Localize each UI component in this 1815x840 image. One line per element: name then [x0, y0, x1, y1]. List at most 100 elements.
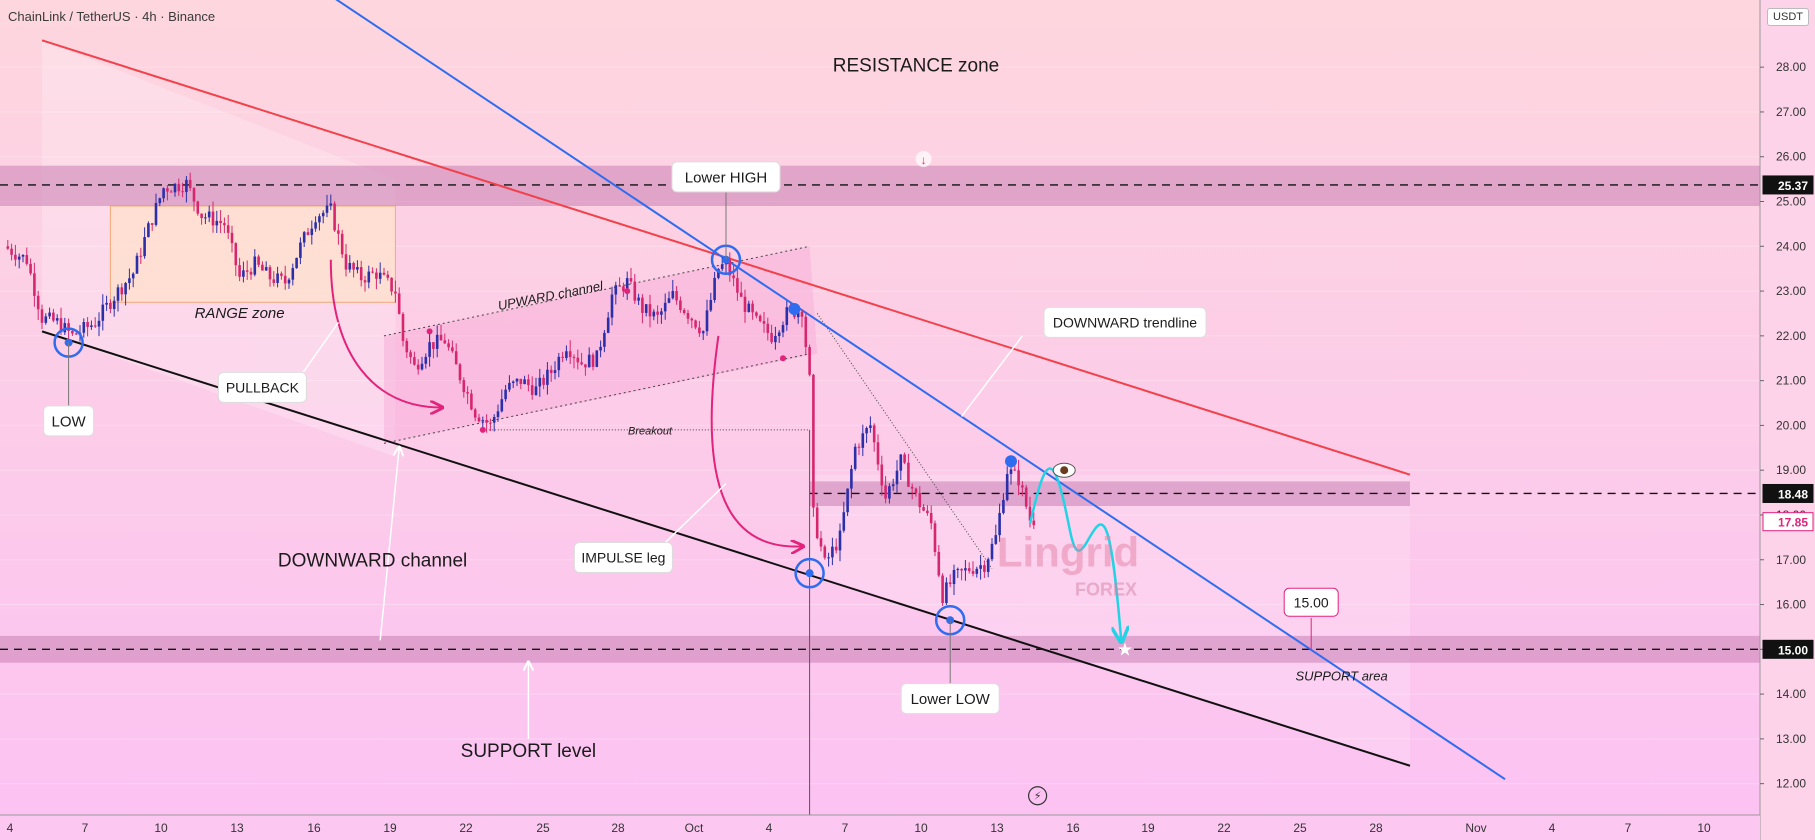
candle-body	[732, 275, 735, 279]
x-tick-label: 4	[1549, 821, 1556, 835]
candle-body	[375, 272, 378, 279]
candle-body	[401, 313, 405, 341]
candle-body	[895, 470, 899, 485]
candle-body	[523, 379, 526, 385]
x-tick-label: 4	[7, 821, 14, 835]
candle-body	[861, 433, 865, 448]
candle-body	[914, 488, 918, 494]
candle-body	[25, 255, 29, 264]
candle-body	[276, 273, 279, 283]
y-tick-label: 22.00	[1776, 329, 1806, 343]
price-tag-label: 15.00	[1778, 643, 1808, 657]
candle-body	[131, 273, 135, 279]
candle-body	[238, 265, 241, 277]
candles	[6, 172, 1036, 607]
candle-body	[139, 255, 143, 257]
candle-body	[287, 279, 291, 284]
candle-body	[751, 303, 754, 313]
price-tag	[1762, 483, 1814, 503]
candle-body	[903, 454, 906, 463]
x-tick-label: 28	[611, 821, 625, 835]
candle-body	[853, 446, 857, 469]
projected-path	[1028, 467, 1121, 641]
candle-body	[344, 254, 348, 270]
candle-body	[63, 323, 67, 333]
candle-body	[945, 582, 948, 603]
y-tick-label: 14.00	[1776, 687, 1806, 701]
candle-body	[637, 297, 640, 301]
candle-body	[1017, 470, 1020, 486]
candle-body	[694, 320, 697, 328]
candle-body	[215, 220, 219, 226]
currency-unit-badge[interactable]: USDT	[1767, 8, 1809, 26]
candle-body	[504, 389, 507, 400]
candle-body	[93, 325, 97, 327]
candle-body	[622, 286, 625, 292]
candle-body	[416, 364, 420, 370]
x-tick-label: 10	[914, 821, 928, 835]
candle-body	[371, 271, 374, 273]
candle-body	[599, 346, 602, 351]
candle-body	[1021, 485, 1024, 488]
callout-target-box	[1283, 587, 1339, 617]
y-tick-label: 19.00	[1776, 463, 1806, 477]
candle-body	[234, 243, 238, 266]
candle-body	[435, 334, 439, 349]
x-tick-label: 25	[1293, 821, 1307, 835]
candle-body	[1024, 487, 1028, 507]
candle-body	[443, 340, 447, 344]
trendline-pointer	[961, 335, 1023, 417]
candle-body	[1032, 520, 1036, 526]
candle-body	[990, 543, 994, 560]
x-tick-label: 10	[154, 821, 168, 835]
candle-body	[652, 311, 656, 317]
candle-body	[591, 354, 595, 367]
candle-body	[595, 350, 599, 367]
x-tick-label: 19	[1141, 821, 1155, 835]
candle-body	[747, 303, 751, 312]
candle-body	[120, 287, 124, 295]
candle-body	[561, 356, 564, 358]
down-arrow-icon	[915, 150, 932, 167]
candle-body	[264, 267, 268, 271]
candle-body	[713, 277, 716, 301]
candle-body	[48, 312, 51, 317]
symbol-header[interactable]: ChainLink / TetherUS · 4h · Binance	[8, 9, 216, 24]
candle-body	[325, 205, 329, 213]
candle-body	[565, 351, 568, 358]
candle-body	[329, 203, 333, 206]
candle-body	[283, 275, 287, 284]
candle-body	[321, 212, 325, 217]
candle-body	[618, 285, 621, 287]
candle-body	[755, 312, 758, 316]
candle-body	[310, 228, 314, 235]
candle-body	[800, 311, 804, 317]
candle-body	[409, 352, 412, 358]
x-tick-label: 16	[1066, 821, 1080, 835]
price-tag	[1762, 512, 1814, 532]
candle-body	[971, 571, 975, 574]
candle-body	[162, 188, 165, 199]
candle-body	[872, 425, 876, 443]
candle-body	[880, 464, 884, 486]
callout-pullback: PULLBACK	[226, 379, 300, 395]
candle-body	[888, 486, 891, 499]
candle-body	[610, 294, 614, 318]
candle-body	[337, 230, 340, 234]
price-tag	[1762, 175, 1814, 195]
x-tick-label: 7	[1625, 821, 1632, 835]
callout-pullback-box	[217, 371, 307, 403]
candle-body	[728, 259, 732, 276]
candle-body	[899, 454, 903, 471]
candle-body	[625, 278, 629, 292]
candle-body	[785, 307, 789, 326]
candle-body	[758, 315, 762, 322]
x-tick-label: Oct	[685, 821, 704, 835]
black-trendline	[41, 330, 1411, 767]
price-tag-label: 18.48	[1778, 487, 1808, 501]
candle-body	[55, 318, 59, 321]
candle-body	[150, 223, 154, 225]
candle-body	[299, 242, 302, 258]
candle-body	[956, 568, 960, 571]
